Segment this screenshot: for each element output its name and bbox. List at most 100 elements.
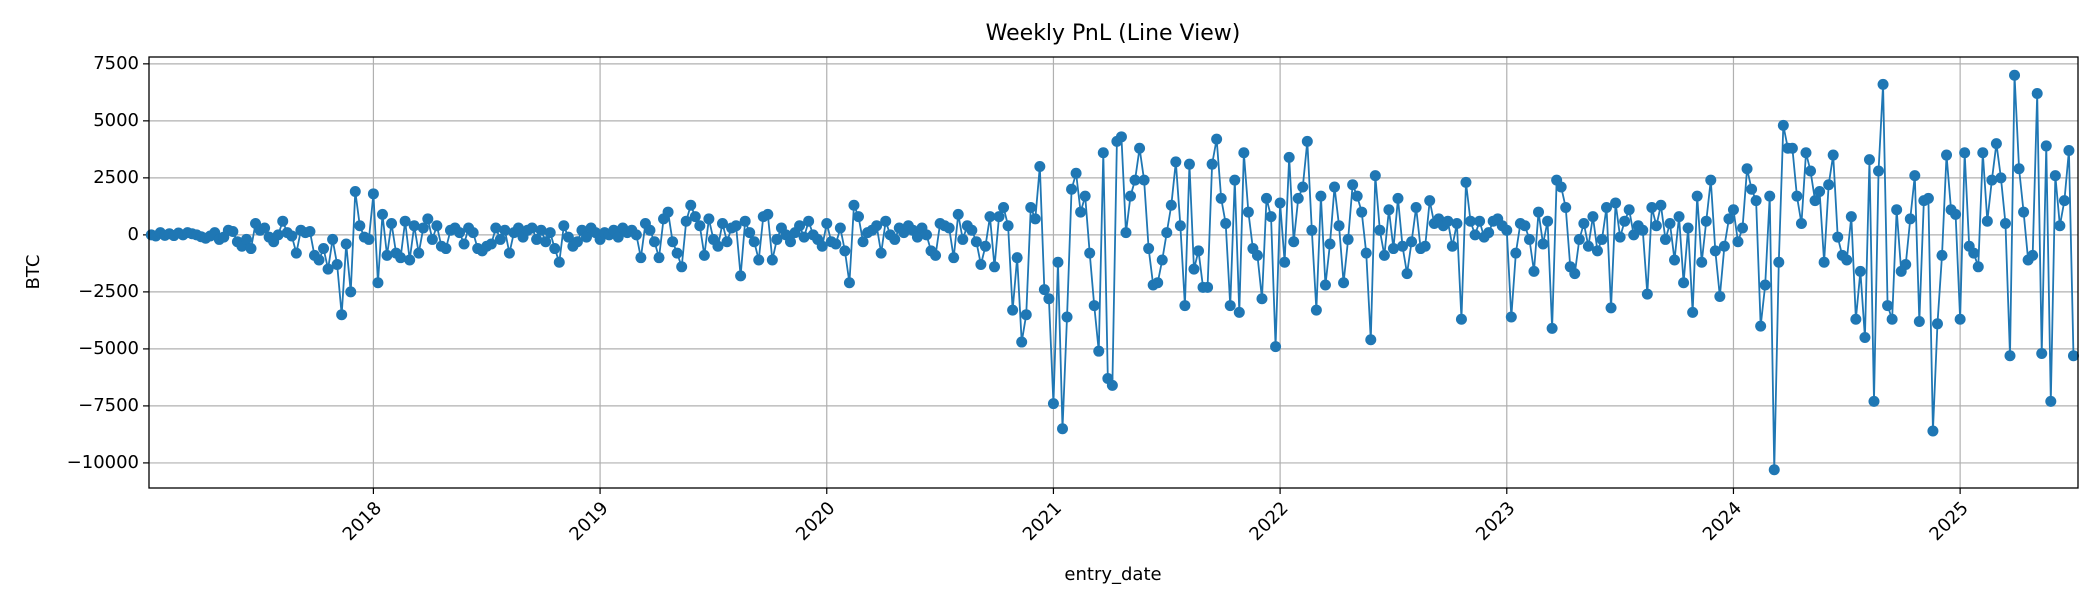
data-point xyxy=(1419,240,1431,252)
data-point xyxy=(1714,290,1726,302)
data-point xyxy=(1152,277,1164,289)
data-point xyxy=(1455,313,1467,325)
data-point xyxy=(1705,174,1717,186)
data-point xyxy=(993,211,1005,223)
data-point xyxy=(259,222,271,234)
data-point xyxy=(821,217,833,229)
data-point xyxy=(766,254,778,266)
data-point xyxy=(1845,211,1857,223)
data-point xyxy=(1029,213,1041,225)
data-point xyxy=(1995,172,2007,184)
data-point xyxy=(1623,204,1635,216)
data-point xyxy=(1560,202,1572,214)
data-point xyxy=(685,199,697,211)
data-point xyxy=(458,238,470,250)
data-point xyxy=(703,213,715,225)
data-point xyxy=(694,220,706,232)
data-point xyxy=(1088,300,1100,312)
data-point xyxy=(1460,176,1472,188)
data-point xyxy=(1193,245,1205,257)
data-point xyxy=(1115,131,1127,143)
data-point xyxy=(875,247,887,259)
data-point xyxy=(372,277,384,289)
data-point xyxy=(1310,304,1322,316)
data-point xyxy=(1968,247,1980,259)
data-point xyxy=(1972,261,1984,273)
data-point xyxy=(1016,336,1028,348)
x-axis-label: entry_date xyxy=(1064,564,1161,585)
data-point xyxy=(1791,190,1803,202)
data-point xyxy=(422,213,434,225)
data-point xyxy=(535,224,547,236)
data-point xyxy=(1873,165,1885,177)
data-point xyxy=(1011,252,1023,264)
data-point xyxy=(413,247,425,259)
data-point xyxy=(1732,236,1744,248)
data-point xyxy=(1056,423,1068,435)
data-point xyxy=(1365,334,1377,346)
data-point xyxy=(2018,206,2030,218)
data-point xyxy=(1202,281,1214,293)
data-point xyxy=(848,199,860,211)
data-point xyxy=(499,224,511,236)
data-point xyxy=(1066,183,1078,195)
data-point xyxy=(1578,217,1590,229)
data-point xyxy=(286,230,298,242)
data-point xyxy=(1501,224,1513,236)
data-point xyxy=(1292,192,1304,204)
y-axis-label: BTC xyxy=(23,255,44,290)
data-point xyxy=(1374,224,1386,236)
data-point xyxy=(562,231,574,243)
y-tick-label: 7500 xyxy=(93,53,139,74)
data-point xyxy=(1220,217,1232,229)
data-point xyxy=(1319,279,1331,291)
data-point xyxy=(648,236,660,248)
data-point xyxy=(336,309,348,321)
data-point xyxy=(1138,174,1150,186)
x-tick-label: 2024 xyxy=(1699,498,1746,545)
data-point xyxy=(834,222,846,234)
data-point xyxy=(1931,318,1943,330)
data-line xyxy=(151,75,2075,470)
data-point xyxy=(1465,215,1477,227)
data-point xyxy=(1927,425,1939,437)
x-tick-label: 2023 xyxy=(1472,498,1519,545)
data-point xyxy=(1170,156,1182,168)
data-point xyxy=(1573,233,1585,245)
data-point xyxy=(948,252,960,264)
data-point xyxy=(744,227,756,239)
data-point xyxy=(1619,215,1631,227)
data-point xyxy=(975,259,987,271)
data-point xyxy=(490,222,502,234)
y-tick-label: 0 xyxy=(128,224,139,245)
data-point xyxy=(1229,174,1241,186)
data-point xyxy=(440,243,452,255)
data-point xyxy=(2067,350,2079,362)
data-point xyxy=(1528,265,1540,277)
data-point xyxy=(794,220,806,232)
data-point xyxy=(467,227,479,239)
data-point xyxy=(1387,243,1399,255)
data-point xyxy=(1936,249,1948,261)
data-point xyxy=(531,233,543,245)
data-point xyxy=(1442,215,1454,227)
data-point xyxy=(1424,195,1436,207)
data-point xyxy=(1809,195,1821,207)
data-point xyxy=(1070,167,1082,179)
data-point xyxy=(2013,163,2025,175)
data-point xyxy=(1052,256,1064,268)
data-point xyxy=(1655,199,1667,211)
data-point xyxy=(2045,395,2057,407)
data-point xyxy=(667,236,679,248)
data-point xyxy=(762,208,774,220)
y-tick-label: 5000 xyxy=(93,110,139,131)
data-point xyxy=(698,249,710,261)
data-point xyxy=(1542,215,1554,227)
data-point xyxy=(1256,293,1268,305)
data-point xyxy=(653,252,665,264)
data-point xyxy=(376,208,388,220)
data-point xyxy=(340,238,352,250)
y-tick-label: −5000 xyxy=(78,338,139,359)
